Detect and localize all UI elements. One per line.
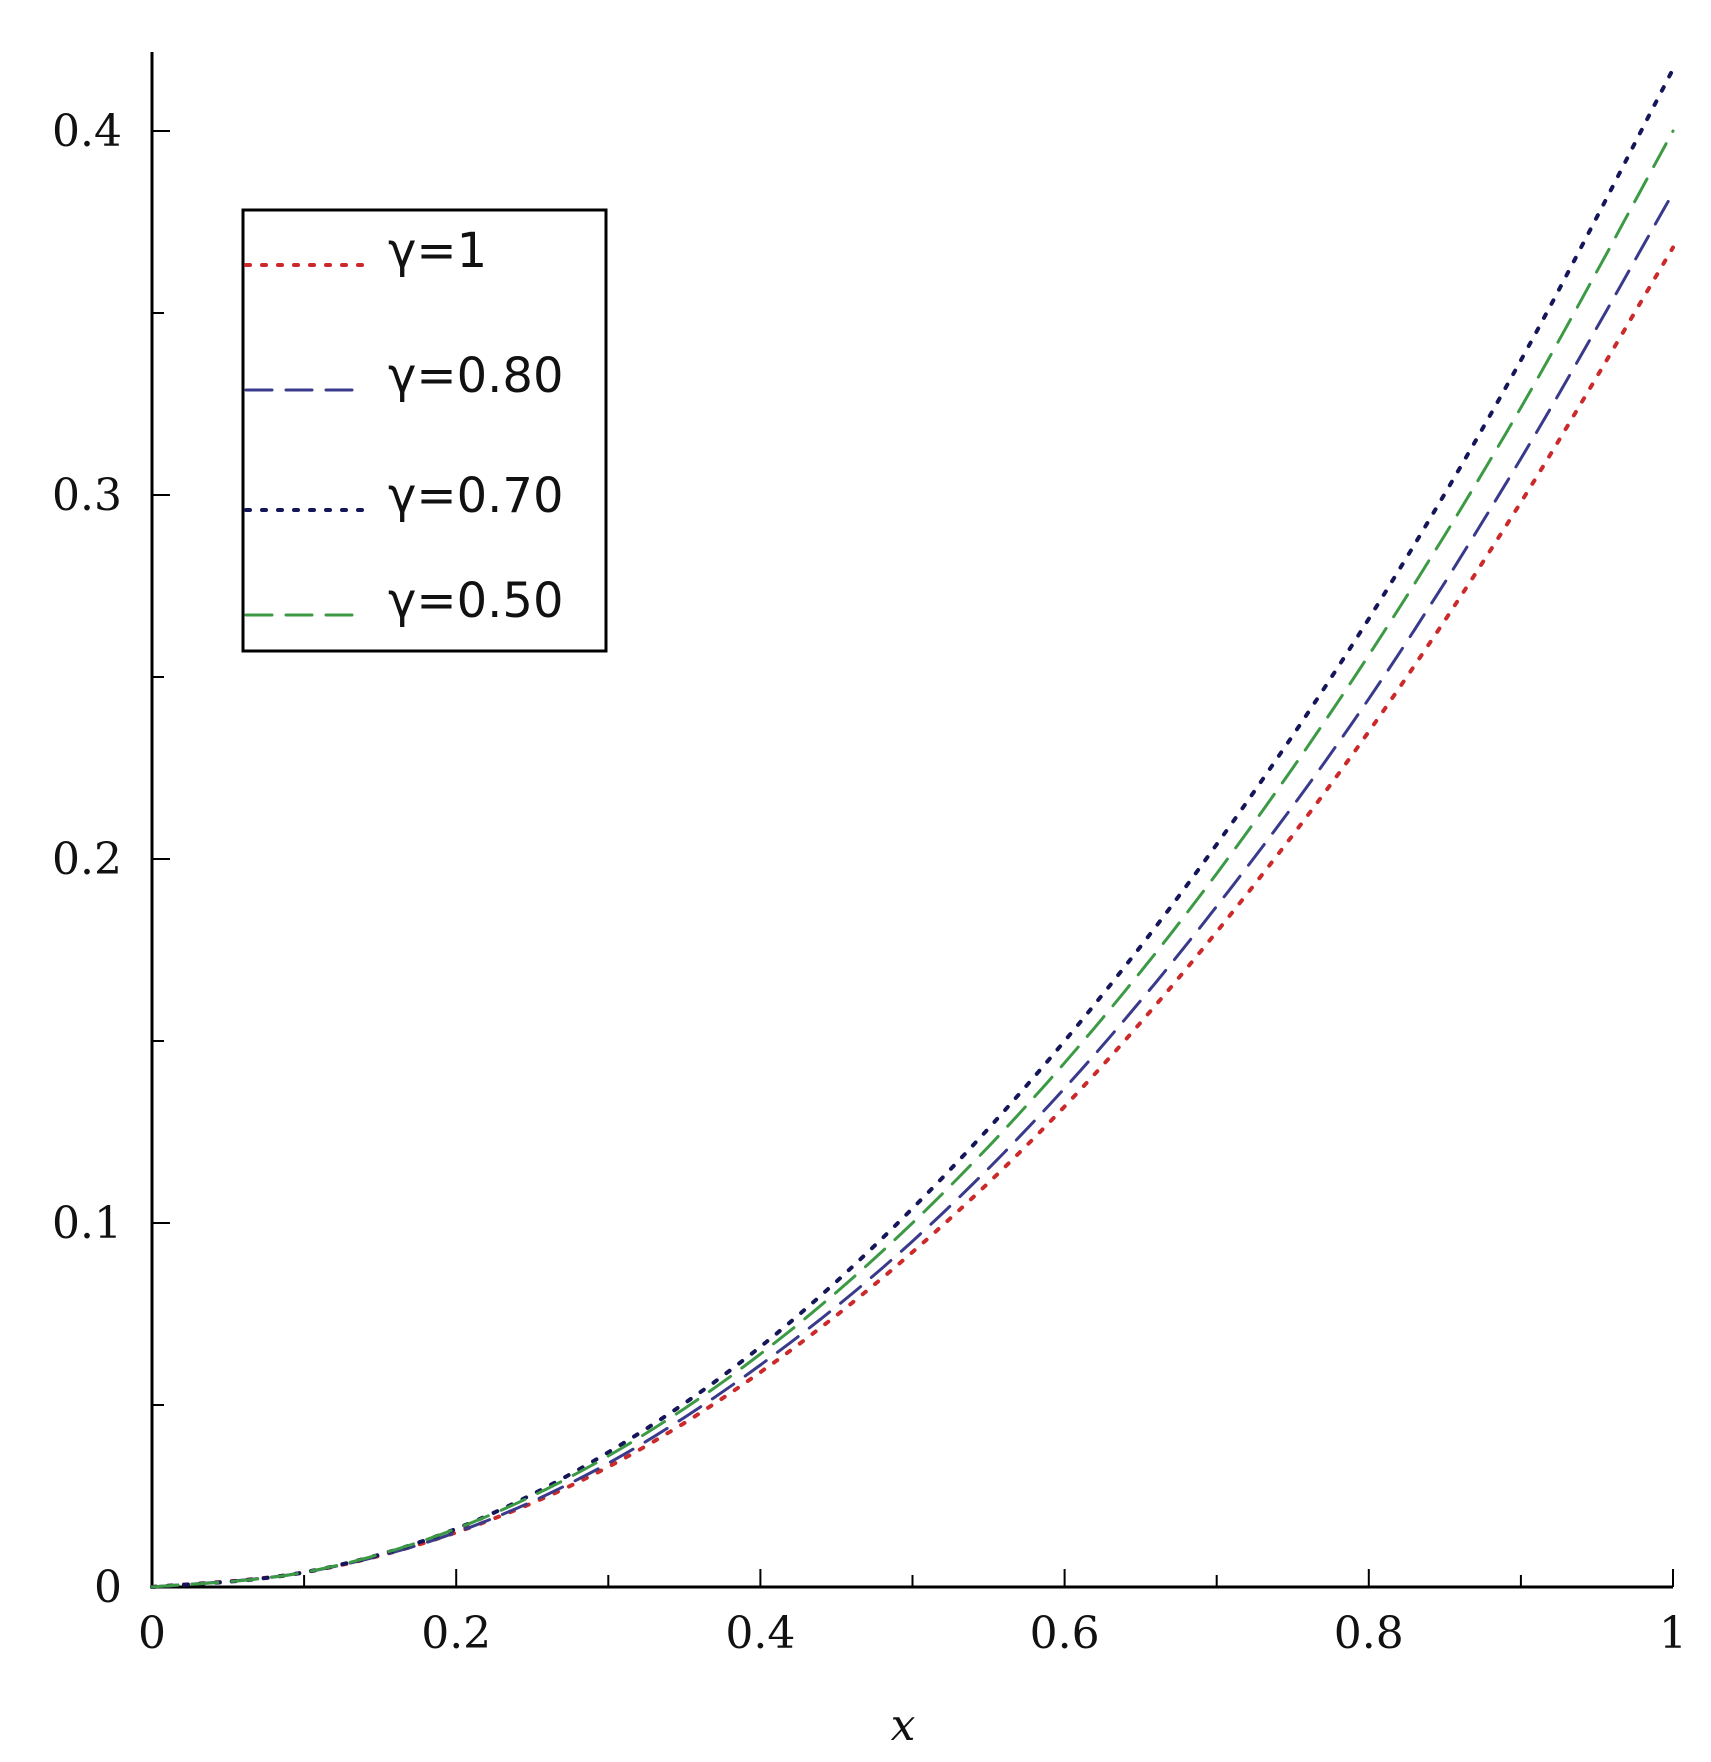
legend-label-2: γ=0.80 [388,348,564,404]
tick-labels: 0 0.2 0.4 0.6 0.8 1 0 0.1 0.2 0.3 0.4 [52,106,1687,1659]
legend-label-3: γ=0.70 [388,468,564,524]
series-layer [150,67,1675,1589]
x-axis-title: x [891,1700,916,1751]
x-tick-label: 0.4 [725,1608,795,1659]
series-line-4 [150,129,1675,1589]
x-tick-label: 1 [1659,1608,1687,1659]
x-tick-label: 0.6 [1030,1608,1100,1659]
x-tick-label: 0.2 [421,1608,491,1659]
legend: γ=1 γ=0.80 γ=0.70 γ=0.50 [241,208,608,653]
y-tick-label: 0.3 [52,470,122,521]
y-tick-label: 0.4 [52,106,122,157]
x-tick-label: 0 [138,1608,166,1659]
y-tick-label: 0 [94,1562,122,1613]
legend-label-4: γ=0.50 [388,573,564,629]
x-tick-label: 0.8 [1334,1608,1404,1659]
y-tick-label: 0.1 [52,1198,122,1249]
legend-box [241,208,608,653]
y-tick-label: 0.2 [52,834,122,885]
legend-label-1: γ=1 [388,223,487,279]
